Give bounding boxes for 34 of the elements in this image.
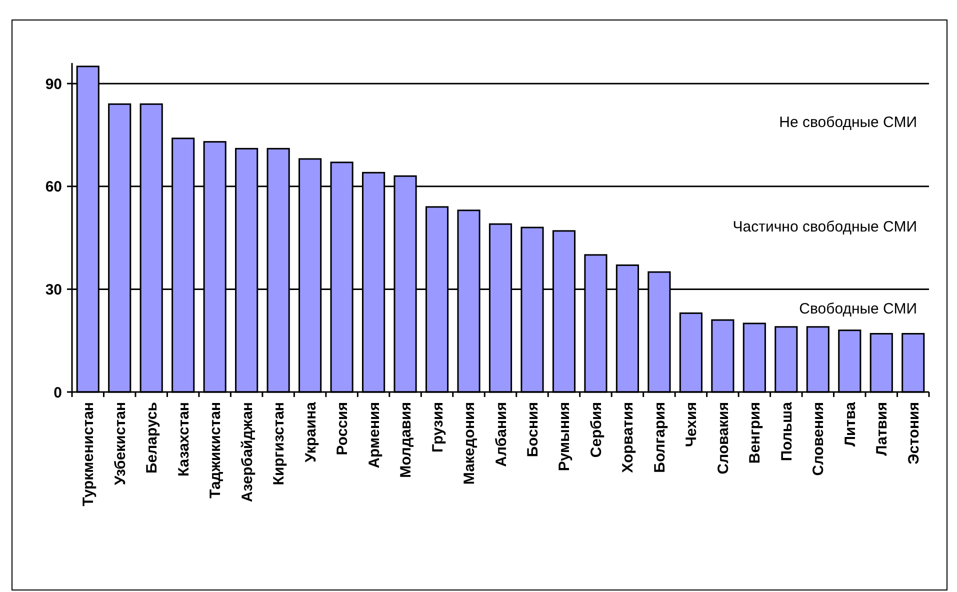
y-tick-label: 30: [45, 281, 62, 298]
x-tick-label: Таджикистан: [207, 402, 224, 498]
y-tick-label: 60: [45, 178, 62, 196]
annotation: Не свободные СМИ: [779, 114, 917, 131]
x-tick-label: Казахстан: [175, 402, 192, 477]
x-tick-label: Беларусь: [144, 402, 161, 474]
x-tick-label: Киргизстан: [270, 402, 288, 486]
x-tick-label: Польша: [778, 401, 796, 462]
x-tick-label: Узбекистан: [112, 402, 129, 486]
x-tick-label: Албания: [492, 402, 510, 467]
x-tick-label: Армения: [366, 402, 383, 468]
x-tick-label: Словения: [810, 402, 828, 476]
x-tick-label: Македония: [461, 402, 478, 485]
x-tick-label: Словакия: [714, 402, 732, 474]
x-tick-label: Грузия: [429, 402, 446, 452]
annotation: Частично свободные СМИ: [732, 218, 917, 236]
y-tick-label: 0: [54, 384, 62, 402]
x-tick-label: Эстония: [905, 402, 922, 464]
x-tick-label: Азербайджан: [238, 402, 256, 502]
x-tick-label: Сербия: [588, 402, 605, 458]
x-tick-label: Молдавия: [398, 402, 415, 478]
x-tick-label: Латвия: [874, 402, 891, 456]
x-tick-label: Хорватия: [620, 402, 637, 473]
annotation: Свободные СМИ: [799, 300, 917, 318]
y-tick-label: 90: [45, 76, 62, 93]
x-tick-label: Украина: [302, 401, 320, 462]
x-tick-label: Чехия: [683, 402, 700, 447]
x-tick-label: Россия: [334, 402, 352, 456]
x-tick-label: Литва: [842, 401, 859, 446]
x-tick-label: Венгрия: [746, 402, 764, 464]
x-tick-label: Туркменистан: [80, 402, 98, 506]
x-tick-label: Босния: [524, 402, 542, 458]
x-tick-label: Болгария: [651, 402, 668, 473]
x-tick-label: Румыния: [556, 402, 574, 472]
